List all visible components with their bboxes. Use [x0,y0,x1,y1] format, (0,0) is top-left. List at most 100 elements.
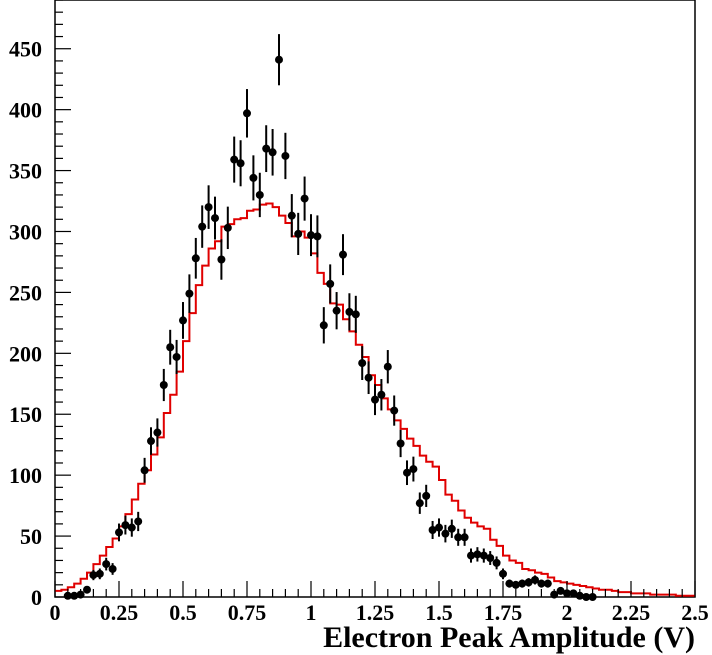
data-point [460,528,469,546]
data-point [185,274,194,313]
data-marker [473,550,482,559]
data-point [435,518,443,537]
data-marker [115,528,123,537]
data-point [268,129,277,176]
y-tick-label: 50 [20,524,42,549]
data-point [255,172,264,218]
data-point [377,379,386,411]
data-marker [332,306,341,315]
data-marker [313,232,322,241]
data-point [422,484,431,507]
data-point [428,520,437,540]
data-point [326,264,335,304]
labels-layer: 0 0.25 0.5 0.75 1 1.25 1.5 1.75 2 2.25 2.5 0 50 100 15… [9,37,709,625]
data-point [556,586,565,595]
data-point [236,140,245,187]
data-marker [249,173,258,182]
x-tick-label: 2 [562,600,573,625]
y-tick-label: 0 [31,585,42,610]
data-point [473,547,482,562]
data-marker [415,499,424,508]
data-point [294,212,303,256]
y-tick-label: 250 [9,280,42,305]
data-point [492,556,501,570]
data-point [383,350,392,384]
data-point [403,460,411,486]
data-point [409,456,418,482]
y-tick-label: 200 [9,341,42,366]
data-point [371,384,379,416]
data-point [147,427,155,455]
data-marker [134,517,143,526]
x-tick-label: 0 [50,600,61,625]
data-marker [537,579,546,588]
data-point [121,515,130,535]
data-marker [396,439,405,448]
x-tick-label: 0.25 [100,600,139,625]
y-tick-label: 300 [9,219,42,244]
data-point [140,457,149,483]
data-marker [326,279,335,288]
data-marker [70,591,79,600]
data-marker [460,533,469,542]
data-point [179,302,187,339]
data-point [70,591,79,600]
data-point [511,580,520,589]
data-marker [383,362,392,371]
data-marker [153,428,162,437]
data-marker [95,569,104,578]
data-point [287,194,296,238]
data-marker [345,307,354,316]
data-marker [390,406,399,415]
data-marker [499,569,507,578]
data-marker [121,521,130,530]
data-point [479,548,488,563]
data-point [332,292,341,330]
data-point [134,511,143,532]
x-axis-title: Electron Peak Amplitude (V) [323,621,695,654]
data-marker [300,194,309,203]
data-marker [179,316,187,325]
data-point [351,295,360,333]
data-point [486,551,495,565]
data-marker [467,551,475,560]
data-point [223,206,232,250]
x-tick-label: 2.25 [612,600,651,625]
data-point [396,429,405,458]
data-point [275,34,283,86]
data-point [83,585,91,594]
data-point [307,214,315,257]
data-marker [319,321,328,330]
data-marker [198,222,207,231]
x-tick-label: 0.75 [228,600,267,625]
data-point [582,593,591,601]
data-point [89,569,98,581]
data-marker [377,390,386,399]
data-marker [524,578,533,587]
data-marker [275,55,283,64]
data-point [467,548,475,563]
data-marker [108,564,117,573]
data-marker [281,151,290,160]
data-marker [531,575,539,584]
data-marker [435,523,443,532]
data-marker [255,190,264,199]
data-point [569,589,578,598]
y-tick-label: 150 [9,402,42,427]
data-marker [556,586,565,595]
data-point [249,155,258,201]
data-point [198,205,207,248]
data-marker [223,223,232,232]
data-point [505,579,514,588]
data-marker [428,525,437,534]
data-marker [127,523,136,532]
data-point [230,136,239,183]
data-marker [358,359,367,368]
x-tick-label: 0.5 [169,600,197,625]
data-point [499,568,507,580]
data-point [543,579,552,588]
y-tick-label: 450 [9,37,42,62]
data-marker [339,250,347,259]
data-marker [243,109,251,118]
